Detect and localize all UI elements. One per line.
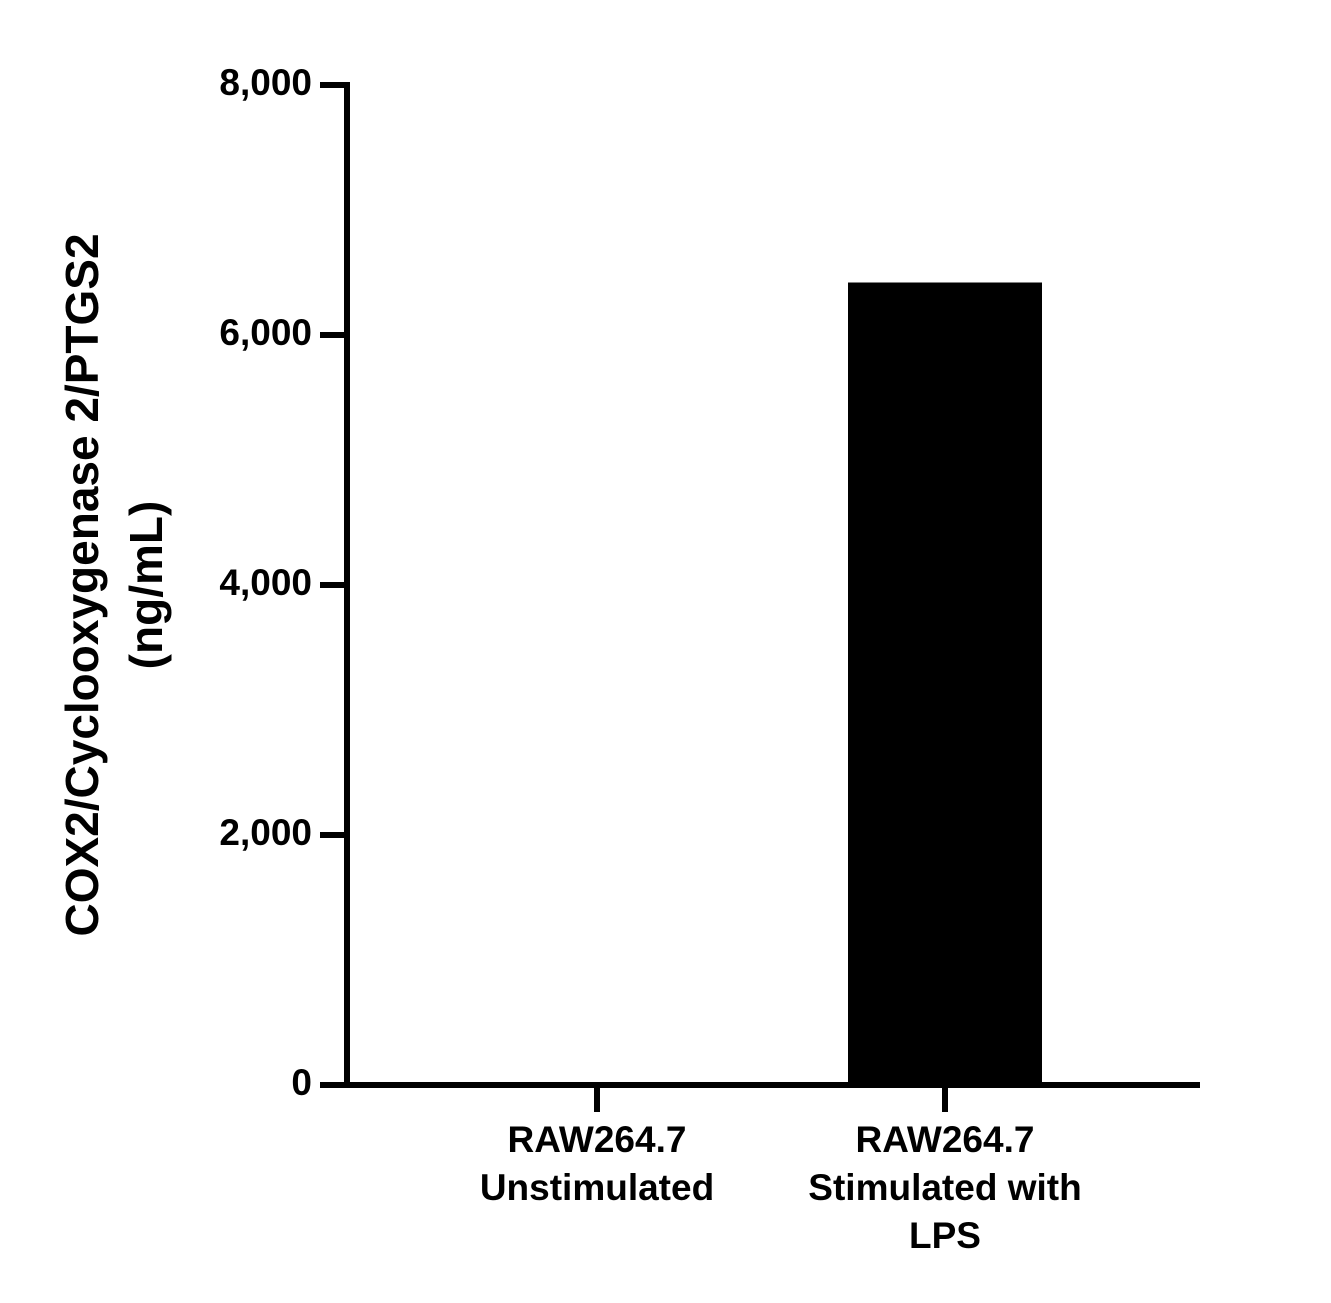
y-tick-label: 2,000	[219, 812, 312, 853]
x-tick-label: Unstimulated	[480, 1167, 714, 1208]
x-tick-label: RAW264.7	[856, 1119, 1035, 1160]
y-axis-title-line: (ng/mL)	[120, 501, 172, 670]
y-axis-title-line: COX2/Cyclooxygenase 2/PTGS2	[56, 233, 108, 936]
y-axis-title: COX2/Cyclooxygenase 2/PTGS2 (ng/mL)	[56, 233, 172, 936]
y-tick-label: 8,000	[219, 62, 312, 103]
y-tick-label: 4,000	[219, 562, 312, 603]
bar	[848, 282, 1042, 1085]
x-tick-label: RAW264.7	[508, 1119, 687, 1160]
y-tick-label: 0	[291, 1062, 312, 1103]
x-tick-label: LPS	[909, 1215, 981, 1256]
x-tick-label: Stimulated with	[808, 1167, 1081, 1208]
y-tick-label: 6,000	[219, 312, 312, 353]
